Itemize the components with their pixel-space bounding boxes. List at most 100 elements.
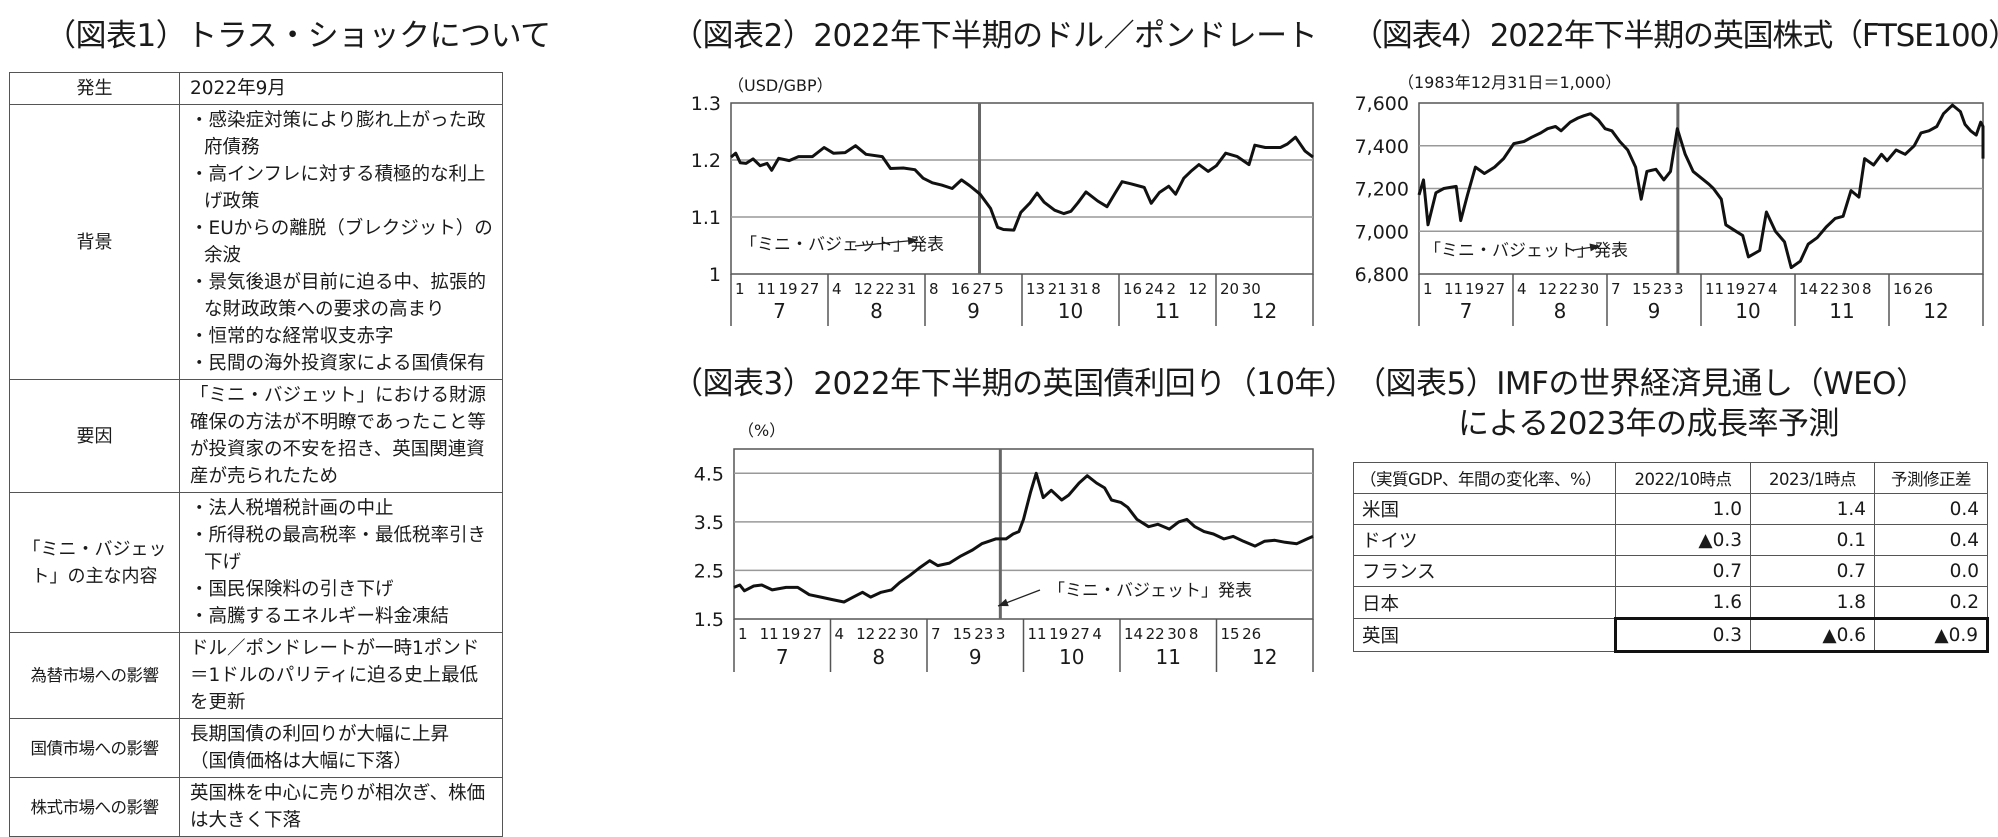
value-cell: 0.1 xyxy=(1750,524,1875,556)
fig3-title: （図表3）2022年下半期の英国債利回り（10年） xyxy=(672,366,1356,402)
fig5-row-germany: ドイツ ▲0.3 0.1 0.4 xyxy=(1353,524,1988,556)
x-day-tick-label: 19 xyxy=(779,280,798,298)
month-label: 11 xyxy=(1829,299,1854,323)
x-day-tick-label: 11 xyxy=(760,625,779,643)
data-line xyxy=(730,135,1314,232)
x-day-tick-label: 2 xyxy=(1167,280,1177,298)
value-line: （国債価格は大幅に下落） xyxy=(190,751,413,772)
y-axis-unit-label: （%） xyxy=(738,421,785,440)
x-day-tick-label: 15 xyxy=(953,625,972,643)
x-day-tick-label: 30 xyxy=(1242,280,1261,298)
country-cell: 英国 xyxy=(1353,618,1616,652)
y-axis-unit-label: （USD/GBP） xyxy=(728,76,833,95)
y-axis-unit-label: （1983年12月31日＝1,000） xyxy=(1398,73,1621,92)
bullet-item: ・景気後退が目前に迫る中、拡張的な財政政策への要求の高まり xyxy=(190,272,487,320)
x-day-tick-label: 30 xyxy=(1580,280,1599,298)
bullet-item: ・高インフレに対する積極的な利上げ政策 xyxy=(190,164,486,212)
fig2-title: （図表2）2022年下半期のドル／ポンドレート xyxy=(672,18,1318,54)
fig1-value: 英国株を中心に売りが相次ぎ、株価は大きく下落 xyxy=(179,777,503,837)
fig5-row-japan: 日本 1.6 1.8 0.2 xyxy=(1353,586,1988,619)
x-day-tick-label: 19 xyxy=(1726,280,1745,298)
fig2-line-chart: 1.31.21.11（USD/GBP）7 8 9 10 11 121 11 19 27 4 12 22… xyxy=(691,76,1314,326)
month-label: 10 xyxy=(1735,299,1760,323)
x-day-tick-label: 4 xyxy=(1517,280,1527,298)
fig1-row-occurrence: 発生 2022年9月 xyxy=(9,72,503,105)
y-tick-label: 7,400 xyxy=(1355,136,1409,158)
annotation-label: 「ミニ・バジェット」発表 xyxy=(740,235,944,255)
month-label: 11 xyxy=(1155,299,1180,323)
x-day-tick-label: 22 xyxy=(1146,625,1165,643)
fig5-row-us: 米国 1.0 1.4 0.4 xyxy=(1353,493,1988,525)
data-line xyxy=(733,471,1314,604)
x-day-tick-label: 3 xyxy=(1674,280,1684,298)
x-day-tick-label: 22 xyxy=(1820,280,1839,298)
fig5-title-line1: （図表5）IMFの世界経済見通し（WEO） xyxy=(1355,366,1927,402)
x-day-tick-label: 12 xyxy=(1538,280,1557,298)
fig5-header-unit: （実質GDP、年間の変化率、%） xyxy=(1353,462,1616,494)
y-tick-label: 2.5 xyxy=(694,560,724,582)
fig1-row-background: 背景 ・感染症対策により膨れ上がった政府債務 ・高インフレに対する積極的な利上げ… xyxy=(9,104,503,380)
x-day-tick-label: 27 xyxy=(1486,280,1505,298)
fig5-header-row: （実質GDP、年間の変化率、%） 2022/10時点 2023/1時点 予測修正… xyxy=(1353,462,1988,494)
month-label: 8 xyxy=(1554,299,1567,323)
value-cell: 1.4 xyxy=(1750,493,1875,525)
x-day-tick-label: 22 xyxy=(878,625,897,643)
x-day-tick-label: 12 xyxy=(1188,280,1207,298)
x-day-tick-label: 5 xyxy=(994,280,1004,298)
x-day-tick-label: 26 xyxy=(1914,280,1933,298)
y-tick-label: 7,600 xyxy=(1355,93,1409,115)
month-label: 10 xyxy=(1059,645,1084,669)
x-day-tick-label: 12 xyxy=(856,625,875,643)
x-day-tick-label: 14 xyxy=(1799,280,1818,298)
x-day-tick-label: 1 xyxy=(738,625,748,643)
x-day-tick-label: 19 xyxy=(781,625,800,643)
value-cell-highlighted: 0.3 xyxy=(1614,617,1751,653)
x-day-tick-label: 4 xyxy=(1092,625,1102,643)
x-day-tick-label: 11 xyxy=(1444,280,1463,298)
fig1-row-bonds: 国債市場への影響 長期国債の利回りが大幅に上昇 （国債価格は大幅に下落） xyxy=(9,718,503,778)
value-cell: ▲0.3 xyxy=(1615,524,1751,556)
month-label: 10 xyxy=(1058,299,1083,323)
y-tick-label: 1 xyxy=(709,264,721,286)
x-day-tick-label: 4 xyxy=(835,625,845,643)
y-tick-label: 4.5 xyxy=(694,463,724,485)
value-cell: 1.8 xyxy=(1750,586,1875,619)
bullet-item: ・法人税増税計画の中止 xyxy=(190,498,394,519)
y-tick-label: 1.2 xyxy=(691,150,721,172)
y-tick-label: 7,000 xyxy=(1355,221,1409,243)
month-label: 9 xyxy=(1648,299,1661,323)
value-cell: 0.4 xyxy=(1874,493,1988,525)
y-tick-label: 1.5 xyxy=(694,609,724,631)
x-day-tick-label: 31 xyxy=(1070,280,1089,298)
month-label: 12 xyxy=(1923,299,1948,323)
fig1-value: ・感染症対策により膨れ上がった政府債務 ・高インフレに対する積極的な利上げ政策 … xyxy=(179,104,503,380)
fig1-row-mini-budget: 「ミニ・バジェット」の主な内容 ・法人税増税計画の中止 ・所得税の最高税率・最低… xyxy=(9,492,503,633)
y-tick-label: 3.5 xyxy=(694,512,724,534)
country-cell: フランス xyxy=(1353,555,1616,587)
fig1-value: 2022年9月 xyxy=(179,72,503,105)
fig5-table: （実質GDP、年間の変化率、%） 2022/10時点 2023/1時点 予測修正… xyxy=(1353,462,1989,653)
fig1-row-cause: 要因 「ミニ・バジェット」における財源確保の方法が不明瞭であったこと等が投資家の… xyxy=(9,379,503,493)
month-label: 12 xyxy=(1252,645,1277,669)
month-label: 7 xyxy=(1460,299,1473,323)
value-cell-highlighted: ▲0.9 xyxy=(1874,617,1989,653)
x-day-tick-label: 23 xyxy=(974,625,993,643)
fig5-header-jan2023: 2023/1時点 xyxy=(1750,462,1875,494)
x-day-tick-label: 27 xyxy=(973,280,992,298)
x-day-tick-label: 30 xyxy=(1167,625,1186,643)
x-day-tick-label: 12 xyxy=(854,280,873,298)
x-day-tick-label: 16 xyxy=(951,280,970,298)
x-day-tick-label: 27 xyxy=(800,280,819,298)
x-day-tick-label: 30 xyxy=(1841,280,1860,298)
x-day-tick-label: 21 xyxy=(1048,280,1067,298)
x-day-tick-label: 8 xyxy=(929,280,939,298)
fig5-title-line2: による2023年の成長率予測 xyxy=(1458,406,1839,442)
fig5-row-france: フランス 0.7 0.7 0.0 xyxy=(1353,555,1988,587)
x-day-tick-label: 4 xyxy=(1768,280,1778,298)
value-cell: 0.4 xyxy=(1874,524,1988,556)
annotation-arrow xyxy=(854,239,919,247)
x-day-tick-label: 20 xyxy=(1220,280,1239,298)
bullet-item: ・民間の海外投資家による国債保有 xyxy=(190,353,486,374)
fig4-title: （図表4）2022年下半期の英国株式（FTSE100） xyxy=(1352,18,1998,54)
x-day-tick-label: 13 xyxy=(1026,280,1045,298)
